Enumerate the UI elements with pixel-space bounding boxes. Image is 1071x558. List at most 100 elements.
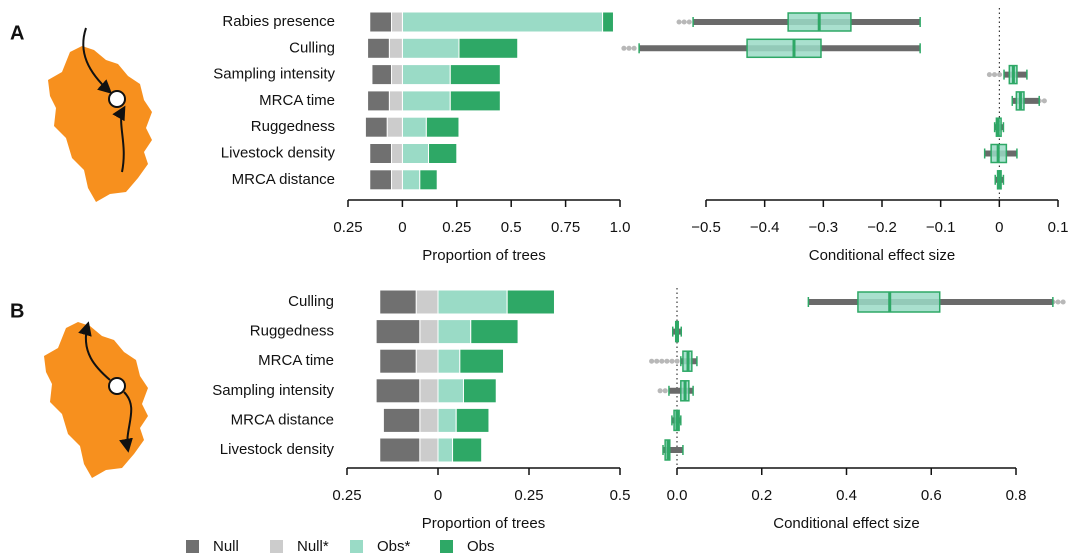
bar-segment <box>379 289 417 315</box>
bar-segment <box>437 437 454 463</box>
x-tick-label: 0.0 <box>667 487 688 504</box>
category-label: Culling <box>289 39 335 56</box>
bar-segment <box>419 407 439 433</box>
bar-segment <box>391 11 403 33</box>
bar-segment <box>425 116 460 138</box>
x-tick-label: 0.25 <box>333 219 362 236</box>
x-tick-label: 0.25 <box>332 487 361 504</box>
bar-segment <box>375 319 421 345</box>
bar-segment <box>470 319 519 345</box>
bar-segment <box>462 378 497 404</box>
bar-segment <box>386 116 403 138</box>
map-icon <box>44 321 148 478</box>
bar-segment <box>379 437 421 463</box>
category-label: Livestock density <box>220 441 335 458</box>
location-node <box>108 377 126 395</box>
bar-segment <box>458 37 519 59</box>
x-tick-label: −0.1 <box>926 219 956 236</box>
bar-segment <box>382 407 421 433</box>
region-shape <box>48 46 152 202</box>
bar-segment <box>391 143 403 164</box>
x-tick-label: 0 <box>398 219 406 236</box>
x-tick-label: 0.4 <box>836 487 857 504</box>
x-tick-label: −0.2 <box>867 219 897 236</box>
x-tick-label: 0 <box>995 219 1003 236</box>
bar-segment <box>449 64 501 86</box>
legend-label: Obs <box>467 538 495 555</box>
region-shape <box>44 322 148 478</box>
arrow <box>78 321 111 381</box>
location-node <box>108 90 126 108</box>
bar-segment <box>437 348 461 374</box>
bar-segment <box>369 143 393 164</box>
legend-swatch <box>350 540 363 553</box>
legend-label: Null <box>213 538 239 555</box>
bar-segment <box>437 319 472 345</box>
bar-segment <box>375 378 421 404</box>
x-axis-label: Proportion of trees <box>422 247 545 264</box>
bar-segment <box>455 407 490 433</box>
x-tick-label: 0.5 <box>610 487 631 504</box>
legend-label: Null* <box>297 538 329 555</box>
legend-swatch <box>440 540 453 553</box>
bar-segment <box>364 116 388 138</box>
x-tick-label: 0.75 <box>551 219 580 236</box>
bar-segment <box>419 378 439 404</box>
x-tick-label: −0.4 <box>750 219 780 236</box>
bar-segment <box>449 90 501 112</box>
bar-segment <box>437 289 508 315</box>
bar-segment <box>401 90 451 112</box>
category-label: Rabies presence <box>222 13 335 30</box>
arrow <box>82 27 113 94</box>
bar-segment <box>415 348 439 374</box>
x-tick-label: −0.5 <box>691 219 721 236</box>
bar-segment <box>371 64 393 86</box>
category-label: Culling <box>288 293 334 310</box>
x-axis-label: Proportion of trees <box>422 515 545 532</box>
bar-segment <box>391 64 403 86</box>
bar-segment <box>602 11 614 33</box>
x-tick-label: −0.3 <box>809 219 839 236</box>
bar-segment <box>419 437 439 463</box>
category-label: Sampling intensity <box>212 382 334 399</box>
bar-segment <box>388 37 403 59</box>
bar-segment <box>401 11 604 33</box>
category-label: MRCA distance <box>232 171 335 188</box>
bar-segment <box>459 348 505 374</box>
bar-segment <box>415 289 439 315</box>
arrow <box>119 391 133 453</box>
bar-segment <box>428 143 458 164</box>
bar-segment <box>452 437 483 463</box>
bar-segment <box>367 37 390 59</box>
bar-segment <box>369 11 393 33</box>
x-tick-label: 1.0 <box>610 219 631 236</box>
x-tick-label: 0.25 <box>442 219 471 236</box>
legend-swatch <box>186 540 199 553</box>
panel-label: A <box>10 22 24 44</box>
bar-segment <box>401 169 421 191</box>
legend-label: Obs* <box>377 538 411 555</box>
bar-segment <box>401 116 427 138</box>
bar-segment <box>506 289 555 315</box>
bar-segment <box>419 169 438 191</box>
bar-segment <box>388 90 403 112</box>
box <box>857 291 941 313</box>
bar-segment <box>419 319 439 345</box>
bar-segment <box>437 407 457 433</box>
arrow <box>112 105 126 173</box>
bar-segment <box>379 348 417 374</box>
category-label: MRCA time <box>259 92 335 109</box>
category-label: Livestock density <box>221 144 336 161</box>
legend-swatch <box>270 540 283 553</box>
panel-label: B <box>10 300 24 322</box>
bar-segment <box>367 90 390 112</box>
bar-segment <box>437 378 464 404</box>
x-axis-label: Conditional effect size <box>809 247 955 264</box>
bar-segment <box>401 37 460 59</box>
bar-segment <box>369 169 393 191</box>
category-label: MRCA distance <box>231 411 334 428</box>
category-label: Ruggedness <box>251 118 335 135</box>
box <box>746 38 822 59</box>
